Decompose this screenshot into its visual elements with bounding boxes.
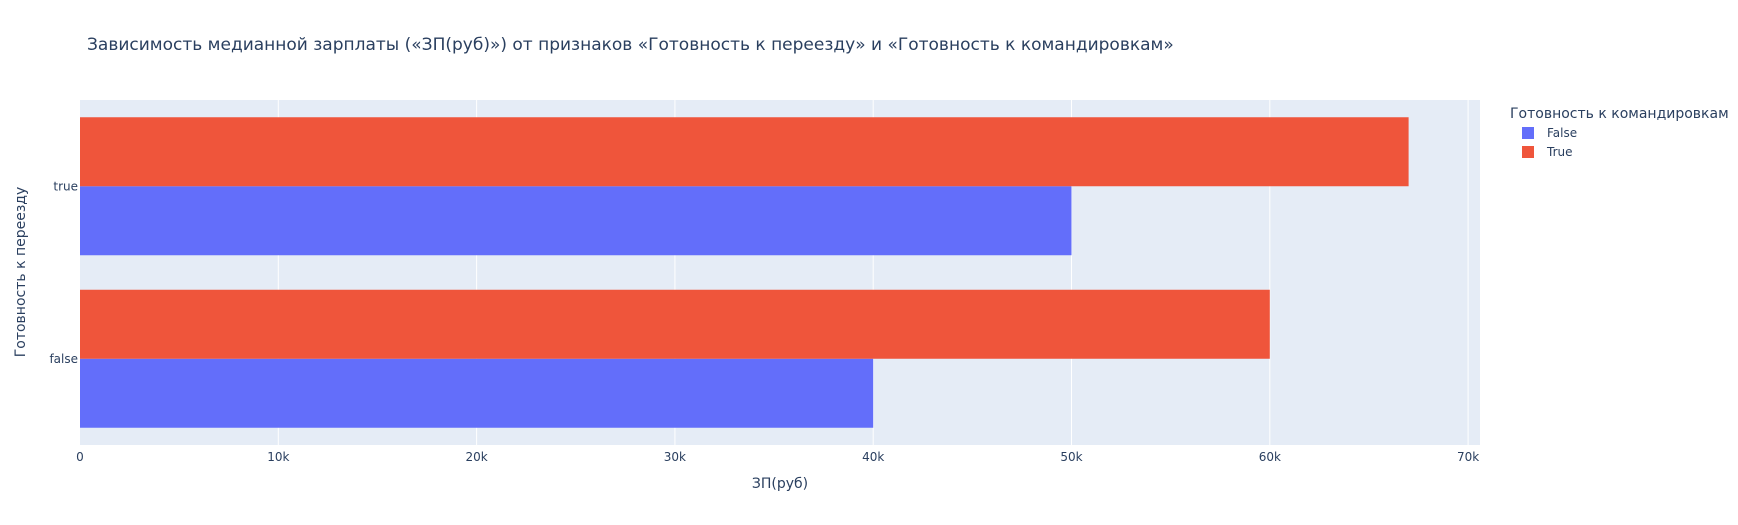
y-tick-labels: false true xyxy=(49,179,78,366)
x-tick-label: 60k xyxy=(1259,450,1281,464)
x-tick-label: 10k xyxy=(267,450,289,464)
legend-label-false[interactable]: False xyxy=(1547,126,1577,140)
x-axis-title: ЗП(руб) xyxy=(752,476,808,492)
bar-true-true xyxy=(80,117,1409,187)
legend-label-true[interactable]: True xyxy=(1546,145,1573,159)
y-tick-label: false xyxy=(49,352,78,366)
x-tick-label: 20k xyxy=(465,450,487,464)
x-tick-label: 50k xyxy=(1060,450,1082,464)
bar-false-true xyxy=(80,289,1270,359)
x-tick-label: 30k xyxy=(664,450,686,464)
legend: Готовность к командировкам False True xyxy=(1510,106,1729,159)
bars xyxy=(80,117,1409,428)
bar-false-false xyxy=(80,358,874,428)
x-tick-label: 0 xyxy=(76,450,84,464)
x-tick-label: 70k xyxy=(1457,450,1479,464)
legend-title: Готовность к командировкам xyxy=(1510,106,1729,122)
x-tick-label: 40k xyxy=(862,450,884,464)
legend-swatch-false[interactable] xyxy=(1522,127,1534,139)
x-tick-labels: 0 10k 20k 30k 40k 50k 60k 70k xyxy=(76,450,1479,464)
bar-true-false xyxy=(80,186,1072,256)
legend-swatch-true[interactable] xyxy=(1522,146,1534,158)
y-tick-label: true xyxy=(53,179,78,193)
chart-title: Зависимость медианной зарплаты («ЗП(руб)… xyxy=(87,35,1174,55)
y-axis-title: Готовность к переезду xyxy=(13,187,29,358)
